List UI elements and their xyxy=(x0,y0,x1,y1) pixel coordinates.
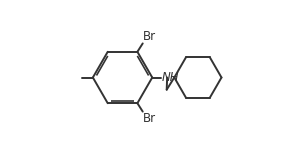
Text: Br: Br xyxy=(143,112,156,125)
Text: Br: Br xyxy=(143,30,156,43)
Text: NH: NH xyxy=(161,71,179,84)
